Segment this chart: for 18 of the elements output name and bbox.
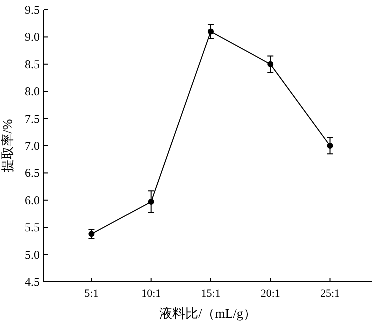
x-tick-label: 20:1 [260,288,280,300]
y-tick-label: 9.0 [25,30,40,44]
y-tick-label: 9.5 [25,3,40,17]
y-axis-title: 提取率/% [0,119,15,173]
x-tick-label: 15:1 [201,288,221,300]
x-tick-label: 10:1 [142,288,162,300]
y-tick-label: 8.0 [25,84,40,99]
y-tick-label: 6.0 [25,193,40,208]
x-axis-title: 液料比/（mL/g） [160,306,256,321]
y-tick-label: 7.5 [25,112,40,126]
y-tick-label: 7.0 [25,139,40,153]
x-tick-label: 5:1 [84,288,99,300]
x-tick-label: 25:1 [320,288,340,300]
y-tick-label: 8.5 [25,57,40,72]
y-tick-label: 4.5 [25,275,40,289]
y-tick-label: 6.5 [25,166,40,180]
y-tick-label: 5.0 [25,248,40,262]
y-tick-label: 5.5 [25,220,40,235]
